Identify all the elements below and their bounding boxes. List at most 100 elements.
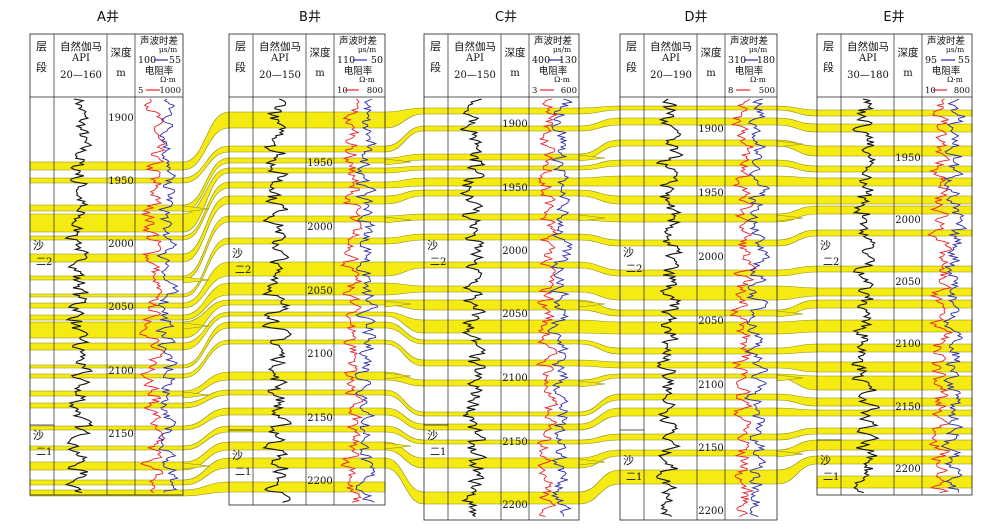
depth-label: 2200 (502, 500, 527, 511)
sonic-curve (547, 98, 574, 517)
sand-layer (619, 407, 778, 417)
depth-label: 2000 (895, 215, 920, 226)
sand-layer (619, 239, 778, 247)
layer-header: 层 (823, 40, 834, 53)
sand-layer (816, 229, 973, 237)
resistivity-header: 电阻率 (735, 65, 764, 77)
sand-correlation-band (776, 229, 818, 247)
depth-unit: m (706, 68, 716, 79)
sand-correlation-band (384, 125, 425, 153)
well-title-a: A井 (97, 10, 119, 25)
well-title-b: B井 (299, 10, 321, 25)
depth-label: 2100 (502, 373, 527, 384)
well-title-c: C井 (494, 10, 518, 25)
sand-layer (228, 299, 386, 306)
sand-layer (29, 364, 184, 369)
layer-label: 二1 (823, 472, 839, 483)
sonic-header: 声波时差 (730, 35, 768, 47)
resistivity-header: 电阻率 (344, 65, 373, 77)
well-frame (816, 33, 973, 496)
depth-label: 2100 (698, 380, 723, 391)
sonic-range-left: 95 (925, 55, 937, 66)
gamma-unit: API (270, 53, 289, 64)
gamma-range: 20—150 (454, 70, 496, 81)
depth-label: 2200 (895, 464, 920, 475)
layer-label: 二2 (823, 257, 839, 268)
sand-layer (29, 235, 184, 241)
sand-layer (619, 433, 778, 441)
sand-layer (29, 161, 184, 171)
layer-label: 沙 (232, 449, 243, 462)
gamma-curve (261, 98, 292, 503)
layer-label: 沙 (33, 429, 44, 442)
sand-correlation-band (384, 261, 425, 277)
gamma-unit: API (858, 53, 877, 64)
sand-correlation-band (776, 195, 818, 205)
depth-label: 2000 (502, 246, 527, 257)
sand-layer (228, 321, 386, 329)
layer-header: 层 (36, 40, 47, 53)
resistivity-unit: Ω·m (750, 75, 766, 84)
depth-label: 1900 (502, 119, 527, 130)
sand-correlation-band (776, 285, 818, 301)
depth-header: 深度 (701, 46, 722, 59)
layer-label: 二1 (626, 472, 642, 483)
sonic-unit: μs/m (946, 45, 964, 54)
resistivity-unit: Ω·m (160, 75, 176, 84)
sand-layer (816, 205, 973, 215)
sand-layer (816, 177, 973, 187)
sonic-curve (354, 98, 379, 503)
sand-layer (228, 145, 386, 153)
depth-label: 2050 (895, 277, 920, 288)
resistivity-curve (139, 98, 167, 493)
sonic-curve (743, 98, 771, 518)
layer-label: 沙 (33, 239, 44, 252)
sand-correlation-band (384, 165, 425, 174)
resistivity-range-left: 5 (138, 86, 143, 96)
layer-label: 二2 (430, 257, 446, 268)
gamma-range: 30—180 (847, 70, 889, 81)
layer-label: 沙 (623, 454, 634, 467)
sand-correlation-band (776, 343, 818, 355)
depth-label: 1950 (307, 158, 332, 169)
well-title-e: E井 (883, 10, 905, 25)
resistivity-unit: Ω·m (554, 75, 570, 84)
sonic-unit: μs/m (749, 45, 767, 54)
sand-layer (29, 390, 184, 397)
depth-header: 深度 (898, 46, 919, 59)
sonic-range-left: 100 (138, 55, 156, 66)
layer-header: 层 (235, 40, 246, 53)
sand-correlation-band (776, 319, 818, 335)
gamma-range: 20—190 (650, 70, 692, 81)
sand-correlation-band (384, 339, 425, 367)
layer-header: 层 (430, 40, 441, 53)
depth-label: 1950 (108, 176, 133, 187)
depth-label: 2050 (108, 302, 133, 313)
sand-layer (29, 177, 184, 184)
depth-label: 2100 (895, 339, 920, 350)
sand-correlation-band (578, 433, 621, 445)
well-frame (423, 33, 580, 521)
sonic-range-right: 50 (371, 55, 383, 66)
sand-layer (29, 402, 184, 409)
sand-layer (29, 204, 184, 212)
depth-label: 1950 (895, 153, 920, 164)
layer-label: 二1 (430, 447, 446, 458)
depth-label: 1900 (698, 124, 723, 135)
resistivity-unit: Ω·m (947, 75, 963, 84)
gamma-curve (459, 98, 488, 518)
sand-correlation-band (776, 117, 818, 133)
sand-correlation-band (776, 427, 818, 441)
sonic-unit: μs/m (159, 45, 177, 54)
sand-layer (619, 373, 778, 379)
layer-header: 段 (36, 60, 47, 74)
depth-label: 2200 (698, 506, 723, 517)
sand-correlation-band (578, 261, 621, 277)
sonic-range-left: 110 (337, 55, 355, 66)
depth-label: 2050 (698, 316, 723, 327)
sand-layer (816, 287, 973, 297)
depth-label: 2100 (108, 366, 133, 377)
resistivity-range-left: 8 (728, 86, 733, 96)
